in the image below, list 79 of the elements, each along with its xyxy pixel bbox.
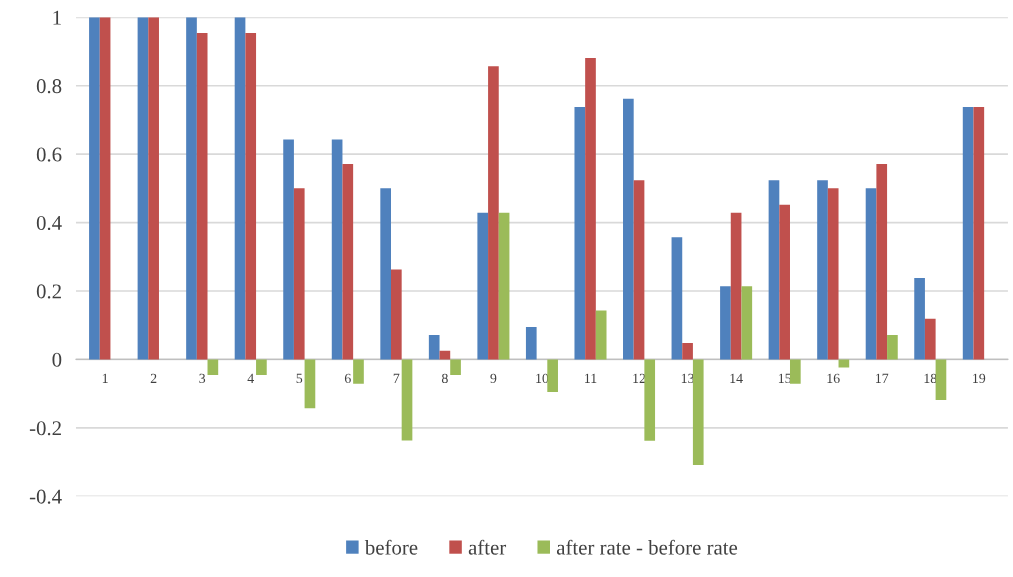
bar [89,17,100,360]
bar [779,204,790,360]
bar [741,286,753,360]
bar [633,180,645,360]
x-tick-label: 1 [102,373,108,383]
bar [887,335,898,360]
bar [283,139,294,360]
bar [914,277,925,360]
bar [768,180,780,360]
bar [720,286,731,360]
bar [304,359,316,409]
bar [234,17,246,360]
bar [293,188,305,360]
bar [428,335,440,360]
x-tick-label: 8 [441,373,448,384]
x-tick-label: 3 [199,373,206,384]
y-tick-label: 0.4 [36,215,62,231]
x-tick-label: 7 [393,373,400,383]
bar [730,212,742,360]
legend-label: before [364,539,418,555]
x-tick-label: 5 [296,373,303,384]
bar [196,33,208,360]
bar [450,359,461,376]
bar [644,359,656,441]
x-tick-label: 4 [247,373,254,383]
bar [671,237,683,360]
y-tick-label: 0.2 [36,284,61,299]
legend-label: after rate - before rate [556,539,738,555]
bar [682,342,693,360]
bar [498,212,510,360]
bar [342,164,354,360]
x-tick-label: 18 [924,373,937,384]
bar [380,188,391,360]
bar [391,269,402,360]
bar [256,359,267,376]
x-tick-label: 14 [730,373,743,383]
bar [827,188,839,360]
bar [595,310,607,360]
y-tick-label: -0.2 [29,421,61,436]
bar [99,17,111,360]
y-tick-label: 0.6 [36,147,62,162]
bar [148,17,159,360]
bar [817,180,828,360]
bar [574,106,586,360]
y-tick-label: 1 [53,10,61,25]
bar [137,17,149,360]
y-tick-label: 0 [52,352,62,367]
x-tick-label: 12 [633,373,646,383]
bar [186,17,197,360]
bar [245,33,257,360]
bar [488,66,499,360]
y-tick-label: 0.8 [36,79,62,94]
bar [838,359,850,368]
bar [207,359,219,376]
bar [692,359,704,466]
x-tick-label: 11 [585,373,597,383]
bar [547,359,558,392]
bar [585,58,596,360]
bar [401,359,413,441]
bar [924,318,936,360]
bar [876,164,888,360]
x-tick-label: 9 [490,373,497,384]
bar [789,359,801,384]
bar [865,188,877,360]
bar [525,326,537,360]
bar [935,359,947,401]
x-tick-label: 16 [827,373,840,384]
bar [477,212,489,360]
legend-label: after [468,539,507,555]
y-tick-label: -0.4 [29,489,62,504]
bar [962,106,974,360]
x-tick-label: 2 [150,373,157,383]
x-tick-label: 19 [973,373,986,384]
x-tick-label: 17 [876,373,889,383]
x-tick-label: 6 [344,373,351,384]
bar [973,106,985,360]
bar [623,98,634,360]
bar [353,359,364,384]
bar [331,139,343,360]
